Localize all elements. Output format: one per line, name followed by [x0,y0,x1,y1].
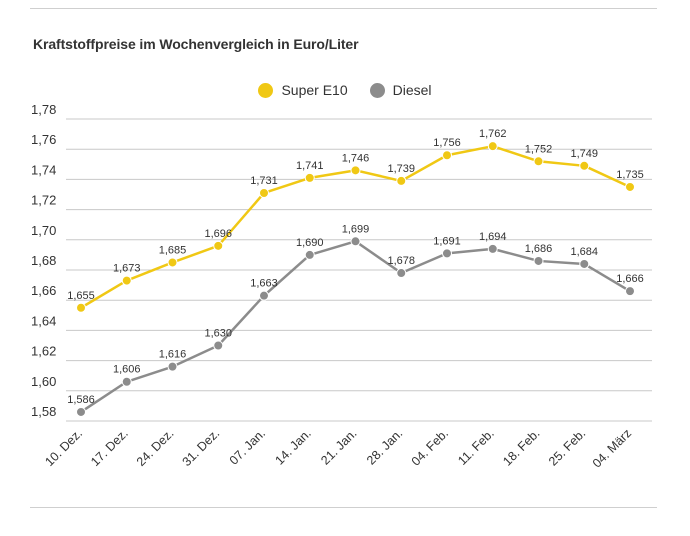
legend-item-diesel: Diesel [369,82,432,98]
diesel-data-label: 1,663 [250,278,278,290]
diesel-point [76,406,86,417]
y-tick-label: 1,68 [31,253,56,268]
diesel-point [396,268,407,279]
y-tick-label: 1,76 [31,132,56,147]
super-e10-point [167,257,178,268]
super-e10-point [350,165,361,176]
x-tick-label: 14. Jan. [273,426,314,467]
super-e10-point [442,150,452,161]
y-tick-label: 1,78 [31,102,56,117]
diesel-point [533,255,544,266]
x-tick-label: 07. Jan. [227,426,268,467]
super-e10-data-label: 1,741 [296,160,324,172]
diesel-data-label: 1,666 [616,273,644,285]
super-e10-data-label: 1,696 [204,228,232,240]
diesel-point [487,243,498,254]
x-tick-label: 10. Dez. [42,426,85,469]
super-e10-data-label: 1,762 [479,128,507,140]
x-tick-label: 04. Feb. [409,426,451,468]
diesel-point [625,286,635,297]
diesel-point [350,236,361,247]
legend-item-super: Super E10 [258,82,348,98]
x-tick-label: 25. Feb. [546,426,588,468]
y-tick-label: 1,60 [31,374,56,389]
super-e10-data-label: 1,735 [616,169,644,181]
super-e10-point [259,187,269,198]
diesel-data-label: 1,686 [525,243,553,255]
diesel-data-label: 1,684 [570,246,598,258]
diesel-point [167,361,178,372]
super-e10-data-label: 1,739 [387,163,415,175]
y-tick-label: 1,72 [31,193,56,208]
super-e10-data-label: 1,756 [433,137,461,149]
x-tick-label: 31. Dez. [180,426,223,469]
x-tick-label: 04. März [590,426,634,470]
bottom-rule [30,507,657,508]
legend: Super E10 Diesel [0,82,690,98]
diesel-data-label: 1,691 [433,235,461,247]
diesel-data-label: 1,630 [204,328,232,340]
super-e10-point [487,141,498,152]
diesel-point [259,290,269,301]
super-e10-point [396,175,407,186]
super-e10-point [213,240,224,251]
super-e10-data-label: 1,685 [159,244,187,256]
super-e10-data-label: 1,746 [342,152,370,164]
legend-marker-diesel [369,82,385,98]
super-e10-point [121,275,132,286]
super-e10-data-label: 1,749 [570,148,598,160]
legend-marker-super [258,82,274,98]
diesel-data-label: 1,606 [113,364,141,376]
y-tick-label: 1,62 [31,344,56,359]
super-e10-point [579,160,590,171]
diesel-point [304,249,315,260]
y-tick-label: 1,66 [31,283,56,298]
diesel-data-label: 1,699 [342,223,370,235]
diesel-data-label: 1,616 [159,349,187,361]
x-tick-label: 28. Jan. [364,426,405,467]
super-e10-data-label: 1,731 [250,175,278,187]
top-rule [30,8,657,9]
y-tick-label: 1,70 [31,223,56,238]
super-e10-data-label: 1,752 [525,143,553,155]
diesel-point [121,376,132,387]
super-e10-point [304,172,315,183]
x-tick-label: 17. Dez. [88,426,131,469]
super-e10-point [533,156,544,167]
x-tick-label: 24. Dez. [134,426,177,469]
diesel-data-label: 1,678 [387,255,415,267]
super-e10-point [76,302,86,313]
y-tick-label: 1,64 [31,313,56,328]
diesel-data-label: 1,586 [67,394,95,406]
x-tick-label: 21. Jan. [318,426,359,467]
chart-title: Kraftstoffpreise im Wochenvergleich in E… [33,36,359,52]
diesel-point [442,248,452,259]
super-e10-point [625,181,635,192]
y-tick-label: 1,74 [31,162,56,177]
legend-label-diesel: Diesel [392,82,432,98]
diesel-point [579,258,590,269]
diesel-point [213,340,224,351]
super-e10-data-label: 1,655 [67,290,95,302]
x-tick-label: 11. Feb. [455,426,497,468]
legend-label-super: Super E10 [281,82,348,98]
y-tick-label: 1,58 [31,404,56,419]
super-e10-data-label: 1,673 [113,263,141,275]
diesel-data-label: 1,690 [296,237,324,249]
diesel-data-label: 1,694 [479,231,507,243]
x-tick-label: 18. Feb. [500,426,542,468]
